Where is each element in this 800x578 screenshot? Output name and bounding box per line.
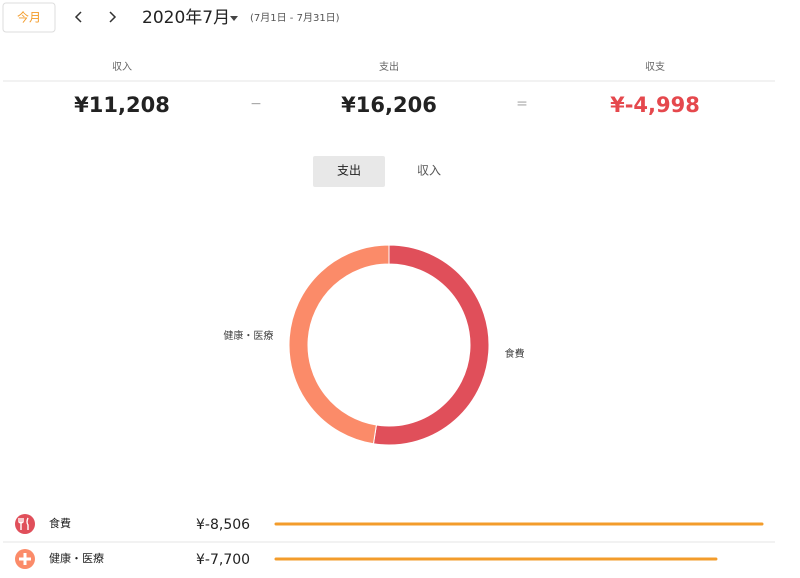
donut-label: 食費 bbox=[505, 347, 525, 360]
tab-expense[interactable] bbox=[313, 156, 385, 187]
prev-button[interactable] bbox=[74, 11, 82, 23]
minus-sign: − bbox=[250, 96, 262, 112]
food-icon bbox=[15, 514, 35, 534]
income-value: ¥11,208 bbox=[74, 93, 170, 117]
category-amount: ¥-7,700 bbox=[196, 552, 250, 568]
balance-value: ¥-4,998 bbox=[610, 93, 700, 117]
next-button[interactable] bbox=[109, 11, 117, 23]
category-amount: ¥-8,506 bbox=[196, 517, 250, 533]
health-icon bbox=[15, 549, 35, 569]
category-name: 健康・医療 bbox=[49, 551, 104, 565]
equals-sign: = bbox=[516, 96, 528, 112]
expense-label: 支出 bbox=[379, 60, 399, 73]
today-button[interactable] bbox=[2, 2, 56, 33]
donut-slice bbox=[288, 244, 390, 445]
donut-label: 健康・医療 bbox=[223, 329, 273, 342]
category-name: 食費 bbox=[49, 516, 71, 530]
tab-income-label[interactable]: 収入 bbox=[417, 164, 441, 178]
income-label: 収入 bbox=[112, 61, 132, 73]
donut-slice bbox=[372, 244, 490, 446]
balance-label: 収支 bbox=[645, 61, 665, 73]
date-range: (7月1日 - 7月31日) bbox=[250, 12, 340, 24]
today-label[interactable]: 今月 bbox=[17, 10, 41, 25]
expense-value: ¥16,206 bbox=[341, 93, 437, 117]
month-title[interactable]: 2020年7月 bbox=[142, 8, 230, 28]
month-dropdown[interactable] bbox=[230, 16, 238, 21]
tab-expense-label[interactable]: 支出 bbox=[337, 164, 361, 178]
